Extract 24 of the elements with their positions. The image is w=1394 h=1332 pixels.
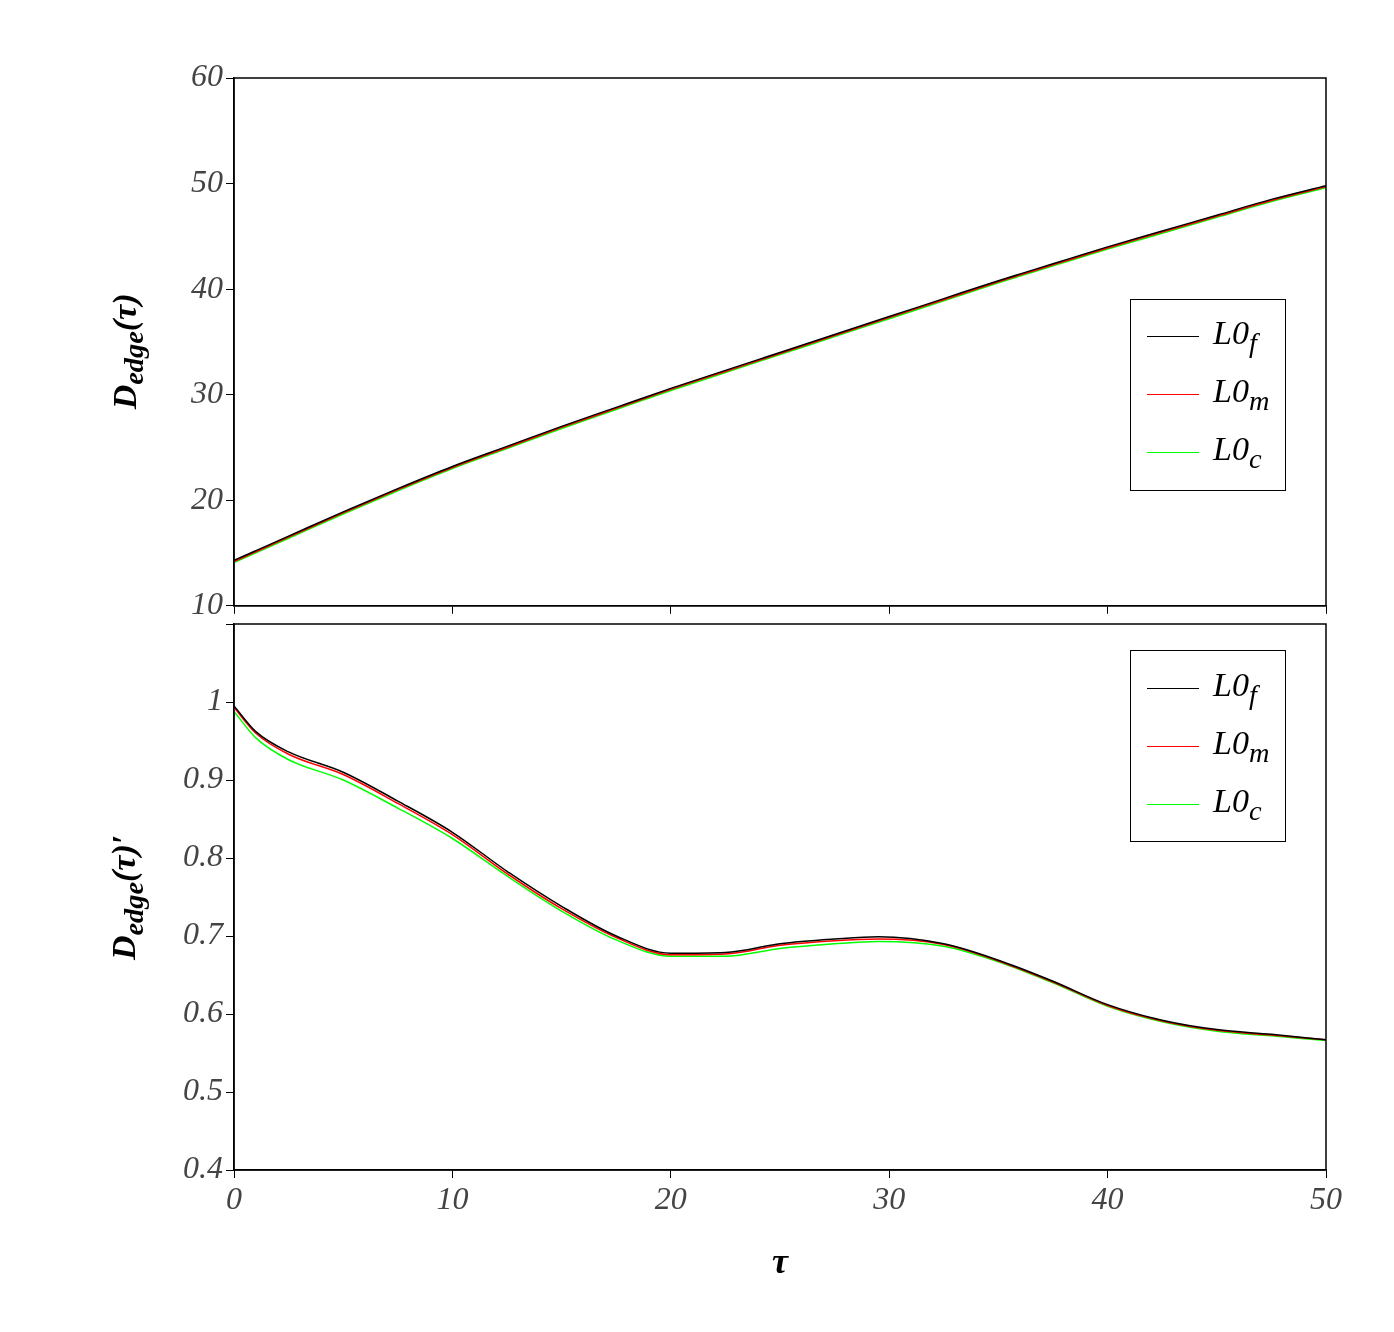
x-tick-label: 50	[1310, 1179, 1342, 1216]
x-tick-label: 30	[872, 1179, 906, 1216]
y-tick-label: 50	[191, 162, 223, 199]
y-tick-label: 10	[191, 585, 223, 622]
x-tick-label: 40	[1091, 1179, 1124, 1216]
x-tick-label: 20	[654, 1179, 687, 1216]
y-tick-label: 0.9	[183, 759, 223, 796]
y-tick-label: 20	[191, 479, 223, 516]
legend-label: L0$_{c}$	[1213, 430, 1262, 476]
y-tick-label: 0.4	[183, 1149, 223, 1186]
y-tick-label: 0.5	[183, 1071, 223, 1108]
y-tick-label: 1	[207, 681, 223, 718]
y-tick-label: 0.8	[183, 837, 223, 874]
legend-label: L0$_{m}$	[1213, 723, 1270, 769]
x-tick-label: 10	[436, 1179, 469, 1216]
y-tick-label: 30	[190, 374, 223, 411]
y-tick-label: 40	[191, 268, 223, 305]
y-tick-label: 0.7	[183, 915, 225, 952]
y-tick-label: 60	[191, 57, 223, 94]
legend-label: L0$_{c}$	[1213, 781, 1262, 827]
legend-label: L0$_{m}$	[1213, 372, 1270, 418]
y-tick-label: 0.6	[183, 993, 223, 1030]
x-tick-label: 0	[226, 1179, 242, 1216]
x-axis-title: τ	[772, 1240, 788, 1282]
